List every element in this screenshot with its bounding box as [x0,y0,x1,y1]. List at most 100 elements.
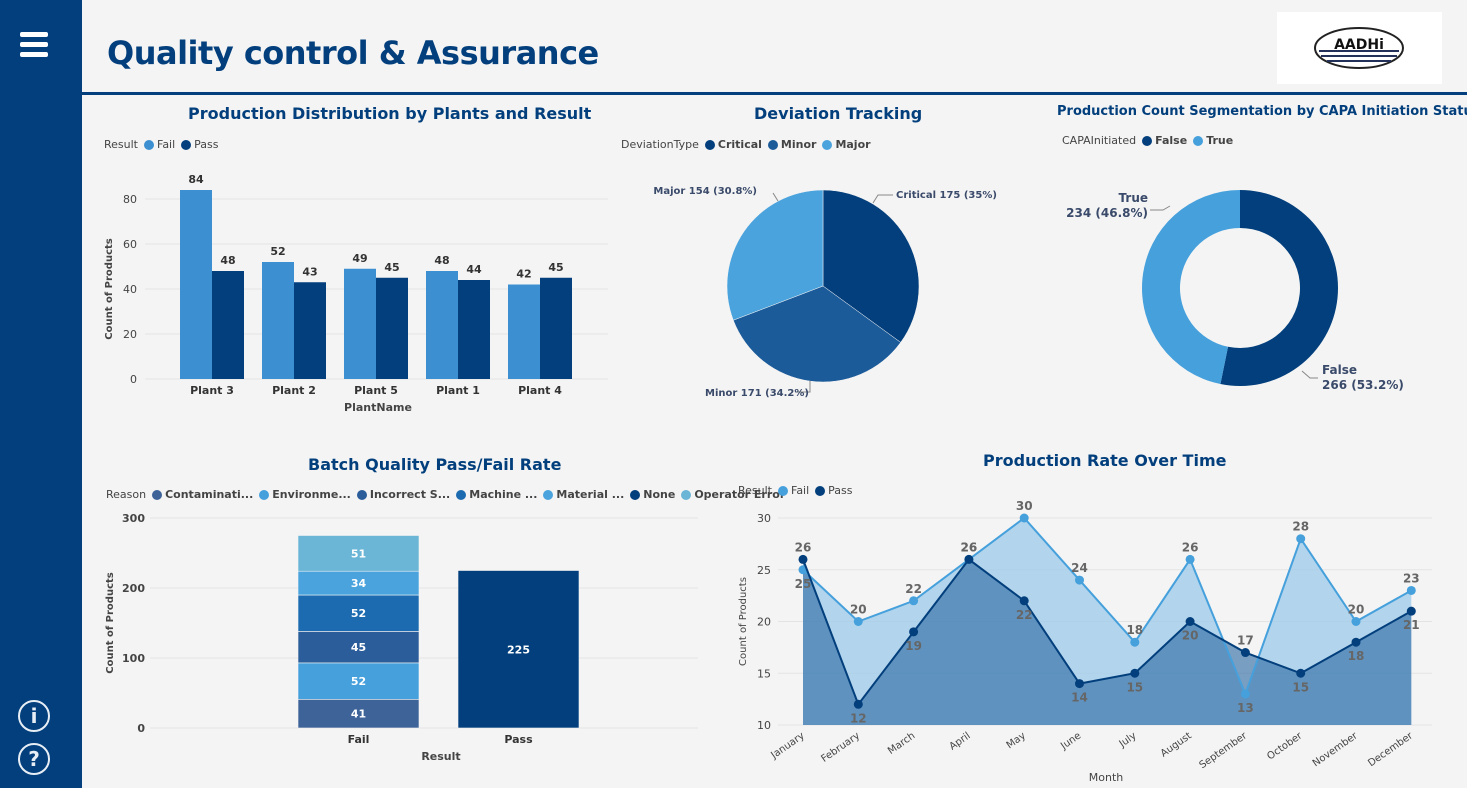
legend-item-pass[interactable]: Pass [815,484,853,497]
legend-label: None [643,488,676,501]
legend-dot [1193,135,1204,146]
stacked-segment [297,631,420,664]
data-point-fail [1296,534,1306,544]
legend-item-critical[interactable]: Critical [704,138,762,151]
x-tick-label: October [1265,730,1305,762]
y-tick-label: 25 [757,564,771,577]
logo-text: AADHi [1334,37,1384,53]
legend-label: True [1206,134,1234,147]
slice-label-name: False [1322,363,1357,377]
legend-item[interactable]: Environme... [259,488,351,501]
legend-item-true[interactable]: True [1193,134,1233,147]
company-logo: AADHi [1277,12,1442,84]
legend-title: Result [104,138,138,151]
bar-pass [458,280,490,379]
leader-line [795,381,811,393]
legend-dot [630,489,641,500]
legend-item-major[interactable]: Major [822,138,871,151]
data-label: 26 [961,540,978,554]
legend-label: Incorrect S... [369,488,451,501]
legend-dot [704,139,715,150]
legend-item[interactable]: Incorrect S... [356,488,451,501]
legend-label: Material ... [556,488,625,501]
data-label: 52 [270,245,285,258]
deviation-tracking-title: Deviation Tracking [754,104,923,123]
data-label: 14 [1071,691,1088,705]
stacked-segment [297,535,420,572]
production-distribution-chart: 0 20 40 60 80 Count of Products 84 48 Plant 3 52 4… [104,173,608,414]
data-label: 20 [850,603,867,617]
data-point-pass [853,699,863,709]
data-point-fail [1075,575,1084,585]
legend-dot [543,489,554,500]
stacked-segment [297,662,420,700]
data-label: 48 [434,254,449,267]
deviation-tracking-legend: DeviationType Critical Minor Major [621,138,877,151]
x-tick-label: January [769,730,807,761]
bar-fail [180,190,212,379]
legend-title: DeviationType [621,138,699,151]
legend-dot [259,489,270,500]
legend-item[interactable]: Operator Error [681,488,785,501]
data-label: 22 [905,582,922,596]
production-rate-chart: 10 15 20 25 30 Count of Products 25 20 22 26 30 24 1… [738,499,1432,784]
info-icon[interactable]: i [18,700,50,732]
x-tick-label: Plant 2 [272,384,316,397]
legend-dot [356,489,367,500]
bar-pass [212,271,244,379]
legend-item[interactable]: Machine ... [456,488,537,501]
legend-label: Machine ... [469,488,538,501]
x-tick-label: Plant 4 [518,384,562,397]
legend-label: Major [835,138,871,151]
batch-quality-title: Batch Quality Pass/Fail Rate [308,455,562,474]
data-label: 30 [1016,499,1033,513]
y-tick-label: 60 [123,238,137,251]
y-tick-label: 20 [757,616,771,629]
data-label: 25 [795,577,812,591]
y-tick-label: 30 [757,512,771,525]
hamburger-menu-icon[interactable] [20,32,48,60]
x-tick-label: Plant 1 [436,384,480,397]
data-label: 42 [516,268,531,281]
data-label: 44 [466,263,482,276]
data-point-fail [1130,637,1140,647]
data-point-pass [1130,668,1140,678]
data-point-fail [853,617,863,626]
donut-slice-true [1141,189,1240,385]
data-point-pass [1185,617,1195,626]
legend-dot [681,489,692,500]
x-tick-label: June [1058,730,1083,752]
help-icon[interactable]: ? [18,743,50,775]
data-point-pass [1075,679,1084,689]
data-point-pass [1240,648,1250,658]
legend-item-fail[interactable]: Fail [778,484,809,497]
slice-label-name: True [1119,191,1148,205]
legend-item[interactable]: Contaminati... [152,488,253,501]
data-label: 28 [1292,520,1309,534]
y-tick-label: 200 [122,582,145,595]
bar-fail [508,284,540,379]
legend-item-pass[interactable]: Pass [181,138,219,151]
data-point-fail [1185,554,1195,564]
line-pass [802,558,1412,707]
legend-item-false[interactable]: False [1142,134,1187,147]
stacked-segment [297,594,420,632]
data-label: 45 [351,641,366,654]
page-title: Quality control & Assurance [107,34,599,72]
legend-item[interactable]: Material ... [543,488,624,501]
legend-dot [456,489,467,500]
x-tick-label: Pass [504,733,533,746]
legend-item[interactable]: None [630,488,675,501]
legend-label: Pass [194,138,219,151]
data-label: 20 [1182,629,1199,643]
sidebar: i ? [0,0,82,788]
data-label: 26 [795,540,812,554]
legend-item-fail[interactable]: Fail [144,138,175,151]
bar-fail [426,271,458,379]
data-label: 20 [1348,603,1365,617]
legend-label: Contaminati... [165,488,254,501]
y-tick-label: 100 [122,652,145,665]
legend-item-minor[interactable]: Minor [767,138,816,151]
bar-pass [376,277,408,379]
slice-label: Critical 175 (35%) [896,190,997,201]
